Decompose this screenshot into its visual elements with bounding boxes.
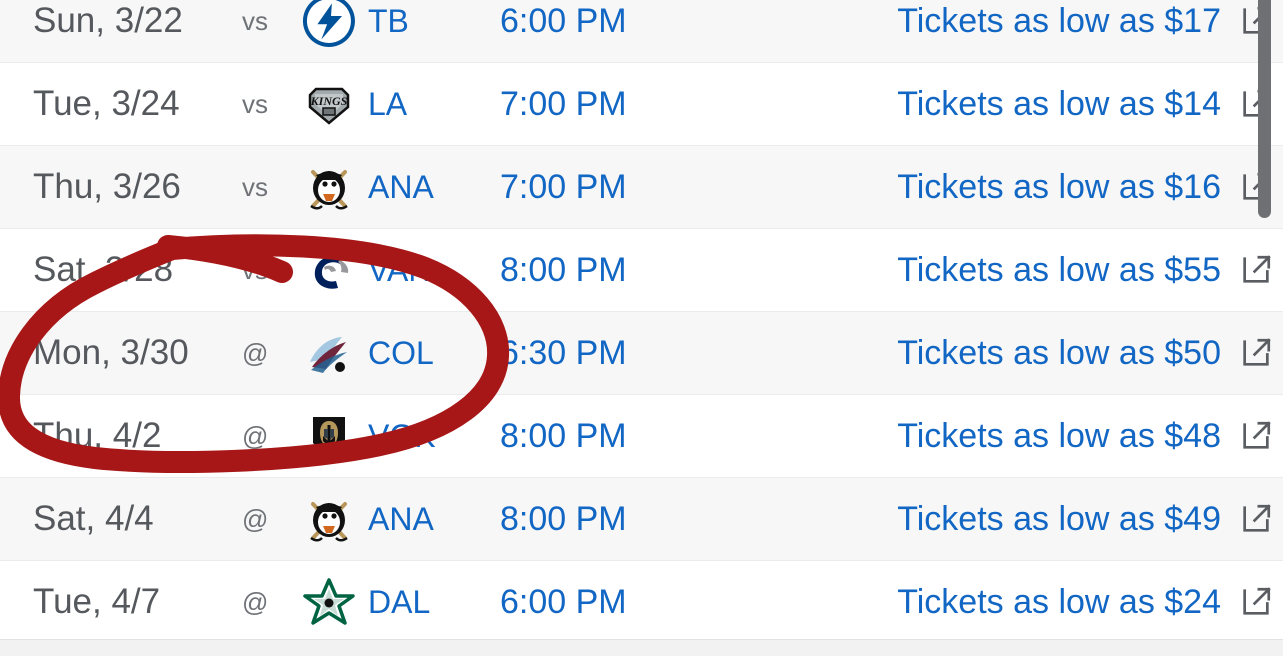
home-away-indicator: vs (242, 171, 268, 202)
opponent-abbreviation[interactable]: VAN (368, 251, 432, 288)
game-time-link[interactable]: 6:00 PM (500, 1, 627, 40)
game-time-link[interactable]: 6:00 PM (500, 582, 627, 621)
game-date: Sat, 3/28 (33, 250, 174, 289)
game-time-link[interactable]: 7:00 PM (500, 167, 627, 206)
tampa-bay-lightning-logo (302, 0, 356, 48)
opponent-cell[interactable]: VAN (302, 243, 492, 297)
tickets-cell[interactable]: Tickets as low as $17 (782, 2, 1283, 41)
opponent-abbreviation[interactable]: ANA (368, 168, 434, 205)
tickets-cell[interactable]: Tickets as low as $16 (782, 168, 1283, 207)
table-row[interactable]: Sun, 3/22 vs TB 6:00 PM Tickets as low as $… (0, 0, 1283, 63)
anaheim-ducks-logo (302, 492, 356, 546)
home-away-indicator: vs (242, 254, 268, 285)
opponent-abbreviation[interactable]: ANA (368, 500, 434, 537)
tickets-cell[interactable]: Tickets as low as $55 (782, 251, 1283, 290)
svg-text:KINGS: KINGS (310, 94, 348, 108)
external-link-icon[interactable] (1239, 585, 1273, 619)
game-date: Tue, 4/7 (33, 582, 161, 621)
table-row[interactable]: Thu, 3/26 vs ANA 7:00 PM Tickets as low as … (0, 146, 1283, 229)
opponent-abbreviation[interactable]: DAL (368, 583, 431, 620)
home-away-indicator: @ (242, 337, 269, 368)
game-time-link[interactable]: 8:00 PM (500, 499, 627, 538)
tickets-link[interactable]: Tickets as low as $48 (897, 416, 1221, 455)
table-row[interactable]: Tue, 3/24 vs KINGS LA 7:00 PM Tickets as lo… (0, 63, 1283, 146)
tickets-link[interactable]: Tickets as low as $16 (897, 167, 1221, 206)
opponent-cell[interactable]: TB (302, 0, 492, 48)
colorado-avalanche-logo (302, 326, 356, 380)
los-angeles-kings-logo: KINGS (302, 77, 356, 131)
vancouver-canucks-logo (302, 243, 356, 297)
opponent-cell[interactable]: ANA (302, 492, 492, 546)
opponent-abbreviation[interactable]: COL (368, 334, 434, 371)
tickets-link[interactable]: Tickets as low as $24 (897, 582, 1221, 621)
opponent-abbreviation[interactable]: VGK (368, 417, 436, 454)
tickets-cell[interactable]: Tickets as low as $49 (782, 500, 1283, 539)
game-date: Thu, 4/2 (33, 416, 162, 455)
home-away-indicator: @ (242, 586, 269, 617)
opponent-cell[interactable]: DAL (302, 575, 492, 629)
anaheim-ducks-logo (302, 160, 356, 214)
tickets-link[interactable]: Tickets as low as $49 (897, 499, 1221, 538)
game-date: Tue, 3/24 (33, 84, 180, 123)
tickets-cell[interactable]: Tickets as low as $50 (782, 334, 1283, 373)
home-away-indicator: @ (242, 503, 269, 534)
game-time-link[interactable]: 6:30 PM (500, 333, 627, 372)
external-link-icon[interactable] (1239, 502, 1273, 536)
home-away-indicator: @ (242, 420, 269, 451)
opponent-abbreviation[interactable]: LA (368, 85, 408, 122)
opponent-cell[interactable]: VGK (302, 409, 492, 463)
tickets-link[interactable]: Tickets as low as $14 (897, 84, 1221, 123)
game-date: Thu, 3/26 (33, 167, 181, 206)
home-away-indicator: vs (242, 5, 268, 36)
page-bottom-edge (0, 639, 1283, 656)
tickets-cell[interactable]: Tickets as low as $24 (782, 583, 1283, 622)
dallas-stars-logo (302, 575, 356, 629)
table-row[interactable]: Tue, 4/7 @ DAL 6:00 PM Tickets as low as $2… (0, 561, 1283, 644)
game-time-link[interactable]: 8:00 PM (500, 416, 627, 455)
opponent-cell[interactable]: KINGS LA (302, 77, 492, 131)
table-row[interactable]: Sat, 3/28 vs VAN 8:00 PM Tickets as low as … (0, 229, 1283, 312)
tickets-cell[interactable]: Tickets as low as $48 (782, 417, 1283, 456)
tickets-link[interactable]: Tickets as low as $50 (897, 333, 1221, 372)
external-link-icon[interactable] (1239, 336, 1273, 370)
home-away-indicator: vs (242, 88, 268, 119)
external-link-icon[interactable] (1239, 419, 1273, 453)
tickets-link[interactable]: Tickets as low as $55 (897, 250, 1221, 289)
vertical-scrollbar-thumb[interactable] (1258, 0, 1271, 218)
table-row[interactable]: Thu, 4/2 @ VGK 8:00 PM Tickets as low as $4… (0, 395, 1283, 478)
external-link-icon[interactable] (1239, 253, 1273, 287)
tickets-link[interactable]: Tickets as low as $17 (897, 1, 1221, 40)
opponent-cell[interactable]: COL (302, 326, 492, 380)
vegas-golden-knights-logo (302, 409, 356, 463)
game-date: Mon, 3/30 (33, 333, 189, 372)
game-time-link[interactable]: 8:00 PM (500, 250, 627, 289)
opponent-cell[interactable]: ANA (302, 160, 492, 214)
game-time-link[interactable]: 7:00 PM (500, 84, 627, 123)
table-row[interactable]: Sat, 4/4 @ ANA 8:00 PM Tickets as low as $4… (0, 478, 1283, 561)
table-row[interactable]: Mon, 3/30 @ COL 6:30 PM Tickets as low as $… (0, 312, 1283, 395)
opponent-abbreviation[interactable]: TB (368, 2, 409, 39)
game-date: Sat, 4/4 (33, 499, 154, 538)
tickets-cell[interactable]: Tickets as low as $14 (782, 85, 1283, 124)
game-date: Sun, 3/22 (33, 1, 183, 40)
